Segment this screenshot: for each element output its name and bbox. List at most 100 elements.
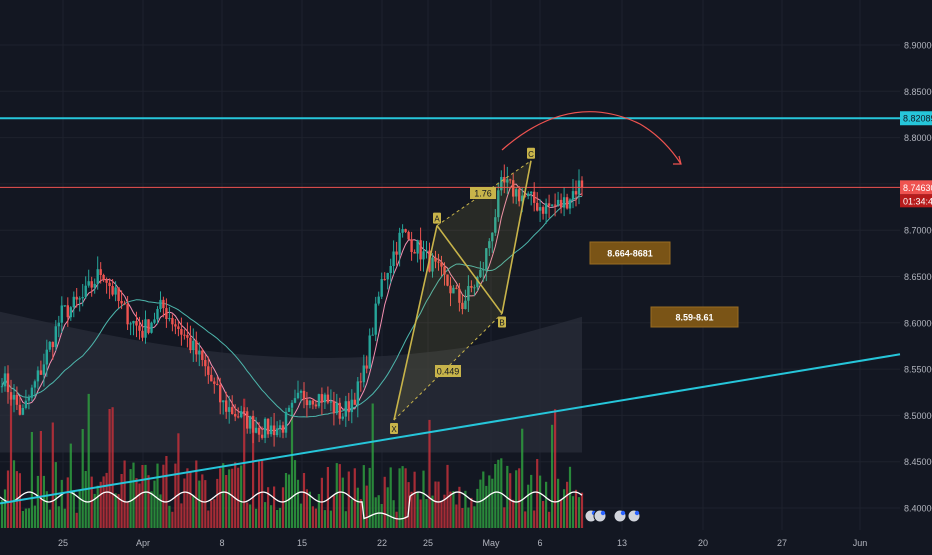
reversal-arrow-curve[interactable] — [501, 111, 682, 165]
candle-body — [335, 402, 338, 414]
pattern-point-label: X — [390, 423, 398, 435]
candle-body — [192, 340, 195, 350]
candle-body — [225, 400, 228, 412]
trendline[interactable] — [0, 353, 901, 505]
candle — [473, 284, 476, 297]
candle — [317, 393, 321, 409]
candle-body — [311, 400, 315, 405]
candle-body — [317, 394, 321, 407]
candle-body — [302, 390, 306, 400]
candle-body — [186, 335, 189, 338]
candle — [99, 262, 102, 284]
pattern-ratio-text: 1.76 — [474, 189, 492, 199]
candle-body — [269, 425, 273, 435]
event-icon[interactable] — [613, 509, 627, 523]
candle-body — [419, 240, 422, 260]
candle — [225, 391, 228, 419]
candle — [479, 261, 482, 278]
horizontal-levels[interactable] — [0, 117, 900, 188]
candle-body — [263, 418, 267, 438]
candle-body — [260, 434, 264, 438]
candle-body — [425, 250, 428, 252]
pattern-leg — [501, 160, 532, 314]
target-zones[interactable]: 8.664-8681 8.59-8.61 — [589, 241, 739, 328]
candle — [114, 281, 117, 302]
candle — [518, 186, 521, 207]
candle — [353, 392, 356, 405]
volume-bar — [326, 467, 329, 528]
candle — [0, 378, 4, 393]
candle — [308, 399, 312, 409]
candle-body — [42, 364, 46, 375]
candle-body — [482, 269, 485, 271]
candle — [401, 224, 404, 238]
volume-bar — [255, 508, 258, 528]
event-icon[interactable] — [593, 509, 607, 523]
candle-body — [371, 334, 374, 336]
countdown-box — [900, 194, 932, 208]
pattern-ratio-text: 0.449 — [437, 367, 460, 377]
reversal-arrow[interactable] — [501, 111, 682, 165]
candle-body — [559, 199, 563, 208]
event-icons[interactable] — [584, 509, 641, 523]
harmonic-pattern[interactable]: X A B C 0.449 1.76 — [390, 147, 535, 435]
candle — [237, 407, 240, 419]
event-icon[interactable] — [627, 509, 641, 523]
target-zone[interactable]: 8.59-8.61 — [650, 306, 739, 328]
time-axis[interactable]: 25 Apr 8 15 22 25 May 6 13 20 27 Jun — [58, 538, 867, 548]
volume-bar — [548, 511, 551, 528]
ascending-trendline[interactable] — [0, 353, 901, 505]
time-tick-label: 25 — [58, 538, 68, 548]
volume-bar — [96, 485, 99, 528]
candle-body — [18, 404, 22, 415]
candle-body — [515, 189, 518, 197]
volume-bar — [571, 496, 575, 528]
candle — [254, 417, 258, 434]
target-zone-box[interactable] — [589, 241, 671, 265]
volume-bar — [431, 495, 434, 528]
candle-body — [431, 257, 434, 272]
time-tick-label: 27 — [777, 538, 787, 548]
volume-bar — [350, 499, 353, 528]
candle — [500, 170, 503, 196]
volume-bar — [93, 493, 96, 528]
volume-bar — [410, 491, 413, 528]
candle — [574, 180, 578, 207]
time-tick-label: Jun — [853, 538, 868, 548]
candle — [536, 192, 539, 212]
volume-bar — [39, 431, 42, 528]
candle — [260, 426, 264, 440]
candle-body — [470, 286, 473, 288]
volume-bar — [347, 471, 350, 528]
candle — [452, 285, 455, 294]
volume-bar — [240, 465, 243, 528]
price-axis[interactable]: 8.900008.850008.800008.750008.700008.650… — [900, 41, 932, 514]
candle-body — [500, 177, 503, 191]
candle — [126, 296, 129, 330]
candle-body — [479, 269, 482, 277]
candle — [93, 278, 96, 294]
volume-bar — [323, 510, 326, 528]
volume-bar — [159, 494, 162, 528]
volume-bar — [515, 470, 518, 528]
candle — [39, 360, 43, 375]
volume-bar — [186, 468, 189, 528]
resistance-price-tag[interactable]: 8.82089 — [900, 111, 932, 126]
candle-body — [512, 180, 515, 197]
candle-body — [416, 240, 419, 254]
volume-bar — [551, 424, 554, 528]
candle-body — [443, 266, 446, 275]
volume-bar — [308, 491, 311, 528]
volume-bar — [231, 468, 234, 528]
target-zone[interactable]: 8.664-8681 — [589, 241, 671, 265]
target-zone-box[interactable] — [650, 306, 739, 328]
volume-bar — [542, 501, 545, 528]
candle-body — [574, 191, 578, 195]
volume-bar — [189, 471, 192, 528]
candle-body — [290, 402, 294, 408]
candle-body — [183, 334, 186, 336]
candle — [470, 280, 473, 293]
